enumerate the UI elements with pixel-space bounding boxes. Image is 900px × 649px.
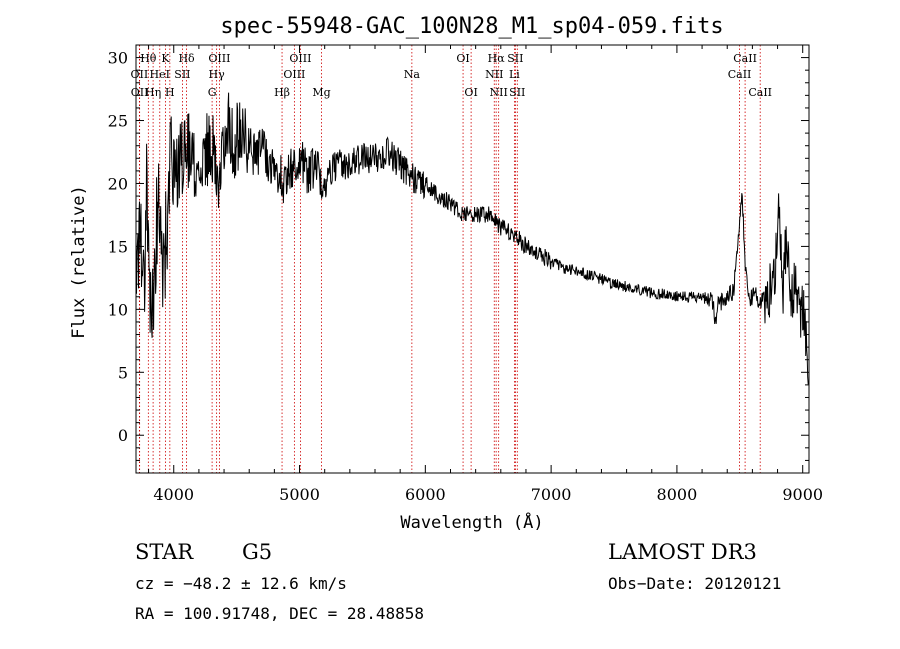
- line-label: CaII: [748, 86, 772, 99]
- line-label: H: [165, 86, 175, 99]
- y-tick-label: 25: [108, 112, 128, 131]
- line-label: Li: [509, 68, 520, 81]
- x-tick-label: 7000: [531, 485, 572, 504]
- x-tick-label: 4000: [153, 485, 194, 504]
- coordinates: RA = 100.91748, DEC = 28.48858: [135, 604, 424, 623]
- line-label: OII: [131, 68, 149, 81]
- line-label: OII: [131, 86, 149, 99]
- line-label: Mg: [312, 86, 330, 99]
- line-label: OIII: [289, 52, 311, 65]
- line-label: SII: [507, 52, 523, 65]
- line-label: CaII: [728, 68, 752, 81]
- y-tick-label: 30: [108, 49, 128, 68]
- line-label: Hγ: [209, 68, 226, 81]
- obs-date: Obs−Date: 20120121: [608, 574, 782, 593]
- y-axis-label: Flux (relative): [69, 185, 89, 339]
- line-label: HeI: [150, 68, 170, 81]
- line-label: Hθ: [140, 52, 157, 65]
- x-axis-ticks: 4000 5000 6000 7000 8000 9000: [148, 45, 823, 504]
- y-tick-label: 10: [108, 300, 128, 319]
- line-label: NII: [485, 68, 503, 81]
- y-tick-label: 0: [118, 426, 128, 445]
- spectrum-line: [135, 92, 809, 385]
- line-label: OIII: [208, 52, 230, 65]
- line-label: Na: [404, 68, 421, 81]
- line-label: SII: [174, 68, 190, 81]
- line-markers: [138, 45, 761, 473]
- line-label: Hδ: [178, 52, 195, 65]
- x-tick-label: 9000: [782, 485, 823, 504]
- line-label: G: [208, 86, 217, 99]
- line-label: CaII: [733, 52, 757, 65]
- line-label: Hη: [145, 86, 161, 99]
- x-tick-label: 6000: [405, 485, 446, 504]
- spectrum-group: [135, 92, 809, 385]
- spectral-subclass: G5: [242, 540, 273, 564]
- line-label: OIII: [283, 68, 305, 81]
- y-axis-ticks: 0 5 10 15 20 25 30: [108, 49, 809, 461]
- y-tick-label: 20: [108, 174, 128, 193]
- redshift-text: cz = −48.2 ± 12.6 km/s: [135, 574, 347, 593]
- y-tick-label: 5: [118, 363, 128, 382]
- object-type: STAR: [135, 540, 194, 564]
- line-label: K: [161, 52, 170, 65]
- line-label: Hβ: [274, 86, 290, 99]
- x-axis-label: Wavelength (Å): [400, 511, 543, 533]
- y-tick-label: 15: [108, 237, 128, 256]
- chart-title: spec-55948-GAC_100N28_M1_sp04-059.fits: [220, 14, 723, 39]
- x-tick-label: 5000: [279, 485, 320, 504]
- line-label: NII: [490, 86, 508, 99]
- line-label: Hα: [488, 52, 506, 65]
- x-tick-label: 8000: [657, 485, 698, 504]
- line-label: OI: [456, 52, 469, 65]
- line-label: SII: [509, 86, 525, 99]
- survey-name: LAMOST DR3: [608, 540, 757, 564]
- line-label: OI: [464, 86, 477, 99]
